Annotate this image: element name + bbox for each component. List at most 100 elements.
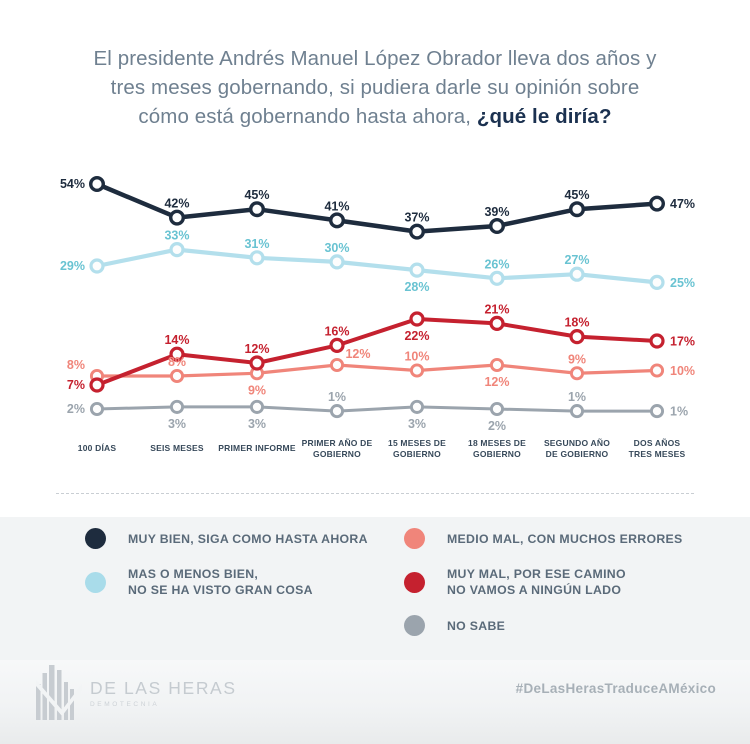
data-label-muy_bien: 45% (244, 188, 269, 202)
data-label-mas_o_menos: 26% (484, 257, 509, 271)
data-point-muy_bien (88, 176, 105, 193)
data-point-no_sabe (329, 404, 345, 419)
legend-label-no_sabe: NO SABE (447, 618, 506, 633)
data-point-muy_mal (249, 355, 265, 371)
data-label-medio_mal: 8% (168, 355, 186, 369)
data-label-no_sabe: 3% (408, 417, 426, 431)
data-point-muy_bien (168, 209, 185, 226)
data-label-medio_mal: 8% (67, 358, 85, 372)
data-point-no_sabe (169, 399, 185, 414)
data-point-muy_mal (329, 337, 345, 353)
data-label-no_sabe: 2% (488, 419, 506, 433)
data-point-mas_o_menos (649, 274, 665, 290)
legend-label-muy_bien: MUY BIEN, SIGA COMO HASTA AHORA (128, 531, 368, 546)
data-label-medio_mal: 9% (248, 383, 266, 397)
data-point-muy_mal (409, 311, 425, 327)
data-label-no_sabe: 1% (568, 390, 586, 404)
data-label-muy_mal: 7% (67, 378, 85, 392)
legend-label-mas_o_menos: MAS O MENOS BIEN, NO SE HA VISTO GRAN CO… (128, 567, 313, 597)
legend-item-no_sabe: NO SABE (404, 615, 683, 636)
data-label-mas_o_menos: 31% (244, 237, 269, 251)
data-label-no_sabe: 3% (168, 417, 186, 431)
data-label-muy_bien: 41% (324, 199, 349, 213)
data-label-muy_mal: 16% (324, 324, 349, 338)
data-point-no_sabe (649, 404, 665, 419)
data-label-mas_o_menos: 25% (670, 276, 695, 290)
legend-dot-medio_mal (404, 528, 425, 549)
data-point-mas_o_menos (329, 254, 345, 270)
data-point-muy_bien (409, 223, 426, 240)
data-point-mas_o_menos (409, 262, 425, 278)
data-point-medio_mal (329, 357, 345, 373)
data-point-muy_mal (569, 329, 585, 345)
data-label-medio_mal: 10% (404, 350, 429, 364)
data-label-mas_o_menos: 29% (60, 259, 85, 273)
data-point-no_sabe (569, 404, 585, 419)
series-line-medio_mal (95, 363, 659, 378)
legend-label-medio_mal: MEDIO MAL, CON MUCHOS ERRORES (447, 531, 683, 546)
data-label-no_sabe: 1% (328, 390, 346, 404)
data-label-mas_o_menos: 28% (404, 280, 429, 294)
legend-item-muy_bien: MUY BIEN, SIGA COMO HASTA AHORA (85, 528, 368, 549)
data-point-mas_o_menos (569, 266, 585, 282)
data-label-muy_mal: 12% (244, 342, 269, 356)
data-point-muy_mal (89, 377, 105, 393)
data-point-muy_bien (248, 201, 265, 218)
data-point-muy_bien (489, 217, 506, 234)
legend-dot-muy_mal (404, 571, 425, 593)
data-point-muy_mal (169, 346, 185, 362)
data-label-medio_mal: 10% (670, 364, 695, 378)
data-label-muy_bien: 54% (60, 177, 85, 191)
data-label-no_sabe: 1% (670, 405, 688, 419)
series-line-muy_bien (94, 181, 660, 234)
footer-background (0, 660, 750, 744)
data-point-mas_o_menos (249, 250, 265, 266)
data-label-medio_mal: 9% (568, 352, 586, 366)
data-label-muy_bien: 42% (164, 197, 189, 211)
legend-dot-no_sabe (404, 615, 425, 636)
data-point-medio_mal (649, 363, 665, 378)
data-point-muy_bien (649, 195, 666, 212)
data-label-muy_bien: 47% (670, 197, 695, 211)
series-line-mas_o_menos (94, 247, 660, 285)
data-label-muy_bien: 37% (404, 211, 429, 225)
legend-panel-background (0, 517, 750, 660)
data-point-medio_mal (169, 368, 185, 384)
data-point-no_sabe (249, 399, 265, 414)
question-text-bold: ¿qué le diría? (476, 105, 612, 128)
data-label-muy_mal: 17% (670, 335, 695, 349)
data-label-medio_mal: 12% (484, 375, 509, 389)
brand-subtitle: DEMOTECNIA (90, 701, 160, 708)
legend-column-left: MUY BIEN, SIGA COMO HASTA AHORA MAS O MEN… (85, 528, 368, 615)
data-point-muy_mal (649, 333, 665, 349)
data-label-no_sabe: 2% (67, 402, 85, 416)
data-label-muy_mal: 18% (564, 316, 589, 330)
data-label-mas_o_menos: 33% (164, 229, 189, 243)
brand-logo: DE LAS HERAS DEMOTECNIA (36, 662, 237, 724)
legend-item-muy_mal: MUY MAL, POR ESE CAMINO NO VAMOS A NINGÚ… (404, 566, 683, 598)
legend-label-muy_mal: MUY MAL, POR ESE CAMINO NO VAMOS A NINGÚ… (447, 567, 626, 597)
question-text-regular: El presidente Andrés Manuel López Obrado… (93, 47, 657, 128)
data-label-muy_mal: 22% (404, 329, 429, 343)
series-line-no_sabe (95, 405, 659, 413)
data-label-muy_mal: 14% (164, 333, 189, 347)
data-point-medio_mal (569, 366, 585, 381)
dashed-divider (56, 493, 694, 494)
data-label-mas_o_menos: 30% (324, 241, 349, 255)
data-label-muy_bien: 39% (484, 205, 509, 219)
data-point-mas_o_menos (169, 241, 185, 258)
data-label-no_sabe: 3% (248, 417, 266, 431)
legend-item-medio_mal: MEDIO MAL, CON MUCHOS ERRORES (404, 528, 683, 549)
data-point-mas_o_menos (89, 258, 105, 274)
legend-dot-mas_o_menos (85, 571, 106, 593)
legend-dot-muy_bien (85, 528, 106, 549)
data-point-no_sabe (89, 401, 105, 417)
data-point-no_sabe (489, 401, 505, 417)
data-point-medio_mal (409, 363, 425, 378)
data-point-muy_bien (569, 201, 586, 218)
data-label-medio_mal: 12% (345, 347, 370, 361)
legend-item-mas_o_menos: MAS O MENOS BIEN, NO SE HA VISTO GRAN CO… (85, 566, 368, 598)
trend-chart: 29% 33% 31% 30% 28% 26% 27% 25% 8% 8% 9% 12% 10% 12% 9… (60, 176, 695, 433)
legend-column-right: MEDIO MAL, CON MUCHOS ERRORES MUY MAL, PO… (404, 528, 683, 653)
